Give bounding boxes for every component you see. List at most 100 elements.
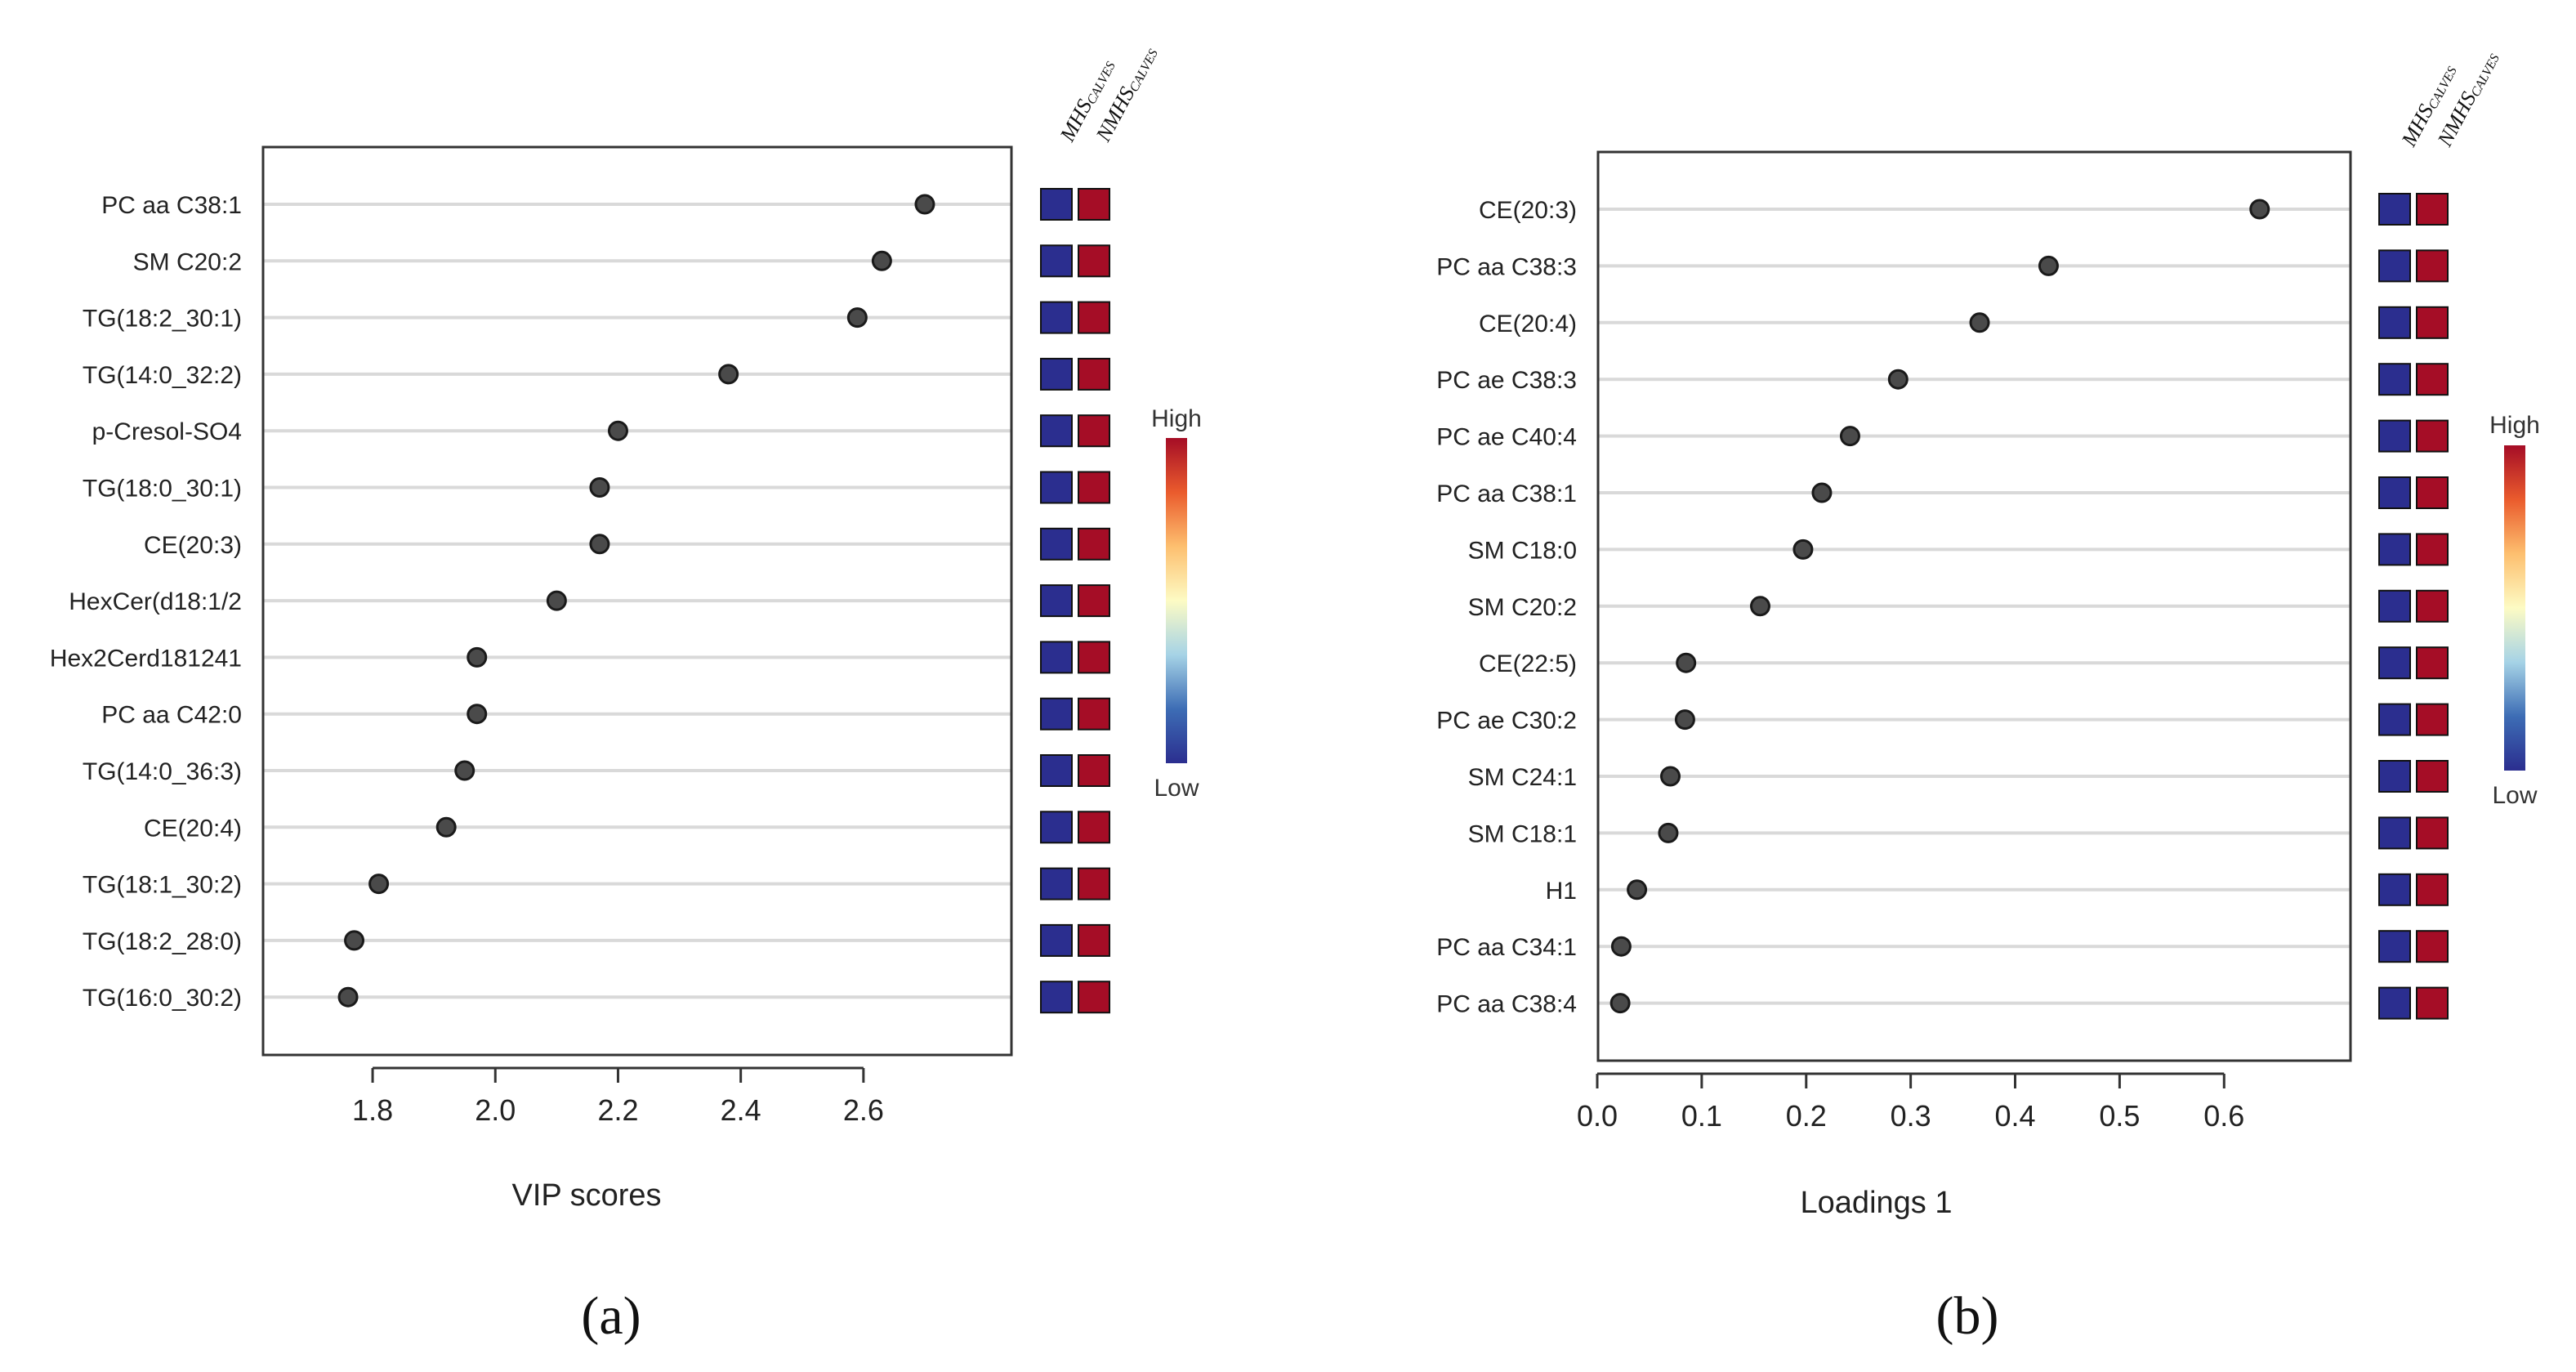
legend-high-label: High — [1151, 405, 1202, 432]
heatmap-cell — [1040, 244, 1073, 278]
heatmap-cell — [1040, 697, 1073, 731]
heatmap-cell — [2416, 873, 2449, 906]
heatmap-cell — [2416, 193, 2449, 226]
data-point — [1658, 822, 1679, 843]
heatmap-cell — [1040, 754, 1073, 787]
category-label: TG(18:2_28:0) — [83, 928, 242, 955]
heatmap-cell — [1078, 811, 1110, 844]
category-label: TG(16:0_30:2) — [83, 985, 242, 1012]
heatmap-cell — [1078, 527, 1110, 561]
data-point — [1676, 652, 1697, 673]
data-point — [1627, 879, 1648, 901]
heatmap-cell — [2416, 306, 2449, 339]
category-label: PC aa C38:3 — [1436, 253, 1577, 280]
data-point — [1674, 709, 1695, 731]
x-axis-title: VIP scores — [511, 1178, 661, 1213]
heatmap-cell — [2416, 363, 2449, 396]
category-label: PC ae C38:3 — [1436, 367, 1577, 394]
heatmap-cell — [1078, 867, 1110, 901]
category-label: PC aa C42:0 — [101, 702, 242, 729]
heatmap-cell — [1040, 923, 1073, 957]
category-label: TG(18:2_30:1) — [83, 306, 242, 333]
x-tick-label: 2.0 — [475, 1093, 516, 1127]
heatmap-cell — [1040, 527, 1073, 561]
data-point — [1610, 936, 1632, 957]
data-point — [454, 760, 475, 781]
heatmap-cell — [1040, 414, 1073, 448]
data-point — [1969, 312, 1990, 333]
x-tick-label: 2.4 — [721, 1093, 761, 1127]
heatmap-cell — [1078, 244, 1110, 278]
category-label: Hex2Cerd181241 — [50, 645, 242, 672]
heatmap-cell — [2378, 760, 2411, 793]
x-tick-label: 0.0 — [1577, 1099, 1618, 1133]
heatmap-cell — [2378, 193, 2411, 226]
category-label: H1 — [1546, 878, 1577, 905]
x-tick-label: 0.2 — [1786, 1099, 1827, 1133]
heatmap-cell — [2378, 646, 2411, 680]
panel-letter: (b) — [1936, 1286, 1999, 1346]
data-point — [2249, 199, 2270, 220]
data-point — [1792, 539, 1814, 560]
x-tick-label: 0.4 — [1994, 1099, 2035, 1133]
data-point — [467, 704, 488, 725]
category-label: CE(20:3) — [144, 532, 242, 559]
heatmap-cell — [1078, 471, 1110, 504]
heatmap-cell — [2416, 533, 2449, 566]
color-key-bar — [1166, 438, 1187, 763]
group-subscript: CALVES — [2469, 52, 2502, 100]
category-label: PC ae C40:4 — [1436, 424, 1577, 451]
category-label: TG(18:1_30:2) — [83, 872, 242, 899]
heatmap-cell — [1040, 641, 1073, 674]
category-label: TG(18:0_30:1) — [83, 476, 242, 503]
category-label: SM C20:2 — [1468, 594, 1577, 621]
category-label: SM C20:2 — [133, 248, 242, 275]
category-label: SM C18:1 — [1468, 820, 1577, 847]
heatmap-cell — [1040, 811, 1073, 844]
heatmap-cell — [2378, 873, 2411, 906]
category-label: PC aa C38:4 — [1436, 991, 1577, 1018]
legend-low-label: Low — [2492, 782, 2537, 809]
heatmap-cell — [2378, 533, 2411, 566]
heatmap-cell — [2416, 760, 2449, 793]
x-tick-label: 1.8 — [352, 1093, 393, 1127]
heatmap-cell — [2378, 930, 2411, 963]
data-point — [871, 250, 892, 271]
plot-frame — [1596, 150, 2352, 1062]
plot-frame — [261, 145, 1013, 1057]
heatmap-cell — [1040, 584, 1073, 618]
category-label: HexCer(d18:1/2 — [69, 588, 242, 615]
group-subscript: CALVES — [1127, 47, 1161, 95]
category-label: SM C24:1 — [1468, 764, 1577, 791]
x-tick-label: 0.5 — [2099, 1099, 2140, 1133]
heatmap-cell — [1040, 301, 1073, 334]
heatmap-cell — [2378, 589, 2411, 623]
heatmap-cell — [1040, 357, 1073, 391]
data-point — [914, 194, 935, 215]
heatmap-cell — [2378, 363, 2411, 396]
data-point — [1887, 369, 1909, 390]
data-point — [1749, 596, 1770, 617]
heatmap-cell — [2378, 986, 2411, 1020]
heatmap-cell — [1078, 414, 1110, 448]
panel-a: PC aa C38:1 SM C20:2 TG(18:2_30:1) TG(14:0_… — [50, 47, 1202, 1346]
heatmap-cell — [1078, 754, 1110, 787]
category-label: SM C18:0 — [1468, 537, 1577, 564]
category-label: CE(20:4) — [144, 815, 242, 842]
heatmap-cell — [2378, 476, 2411, 509]
data-point — [368, 874, 390, 895]
heatmap-cell — [1078, 923, 1110, 957]
heatmap-cell — [2416, 646, 2449, 680]
data-point — [718, 364, 739, 385]
data-point — [467, 646, 488, 668]
data-point — [546, 590, 567, 611]
heatmap-cell — [2416, 249, 2449, 283]
x-tick-label: 2.2 — [597, 1093, 638, 1127]
category-label: p-Cresol-SO4 — [92, 418, 242, 445]
x-tick-label: 0.6 — [2203, 1099, 2244, 1133]
data-point — [2038, 255, 2059, 276]
heatmap-cell — [1078, 697, 1110, 731]
heatmap-cell — [2416, 476, 2449, 509]
legend-high-label: High — [2489, 412, 2540, 439]
